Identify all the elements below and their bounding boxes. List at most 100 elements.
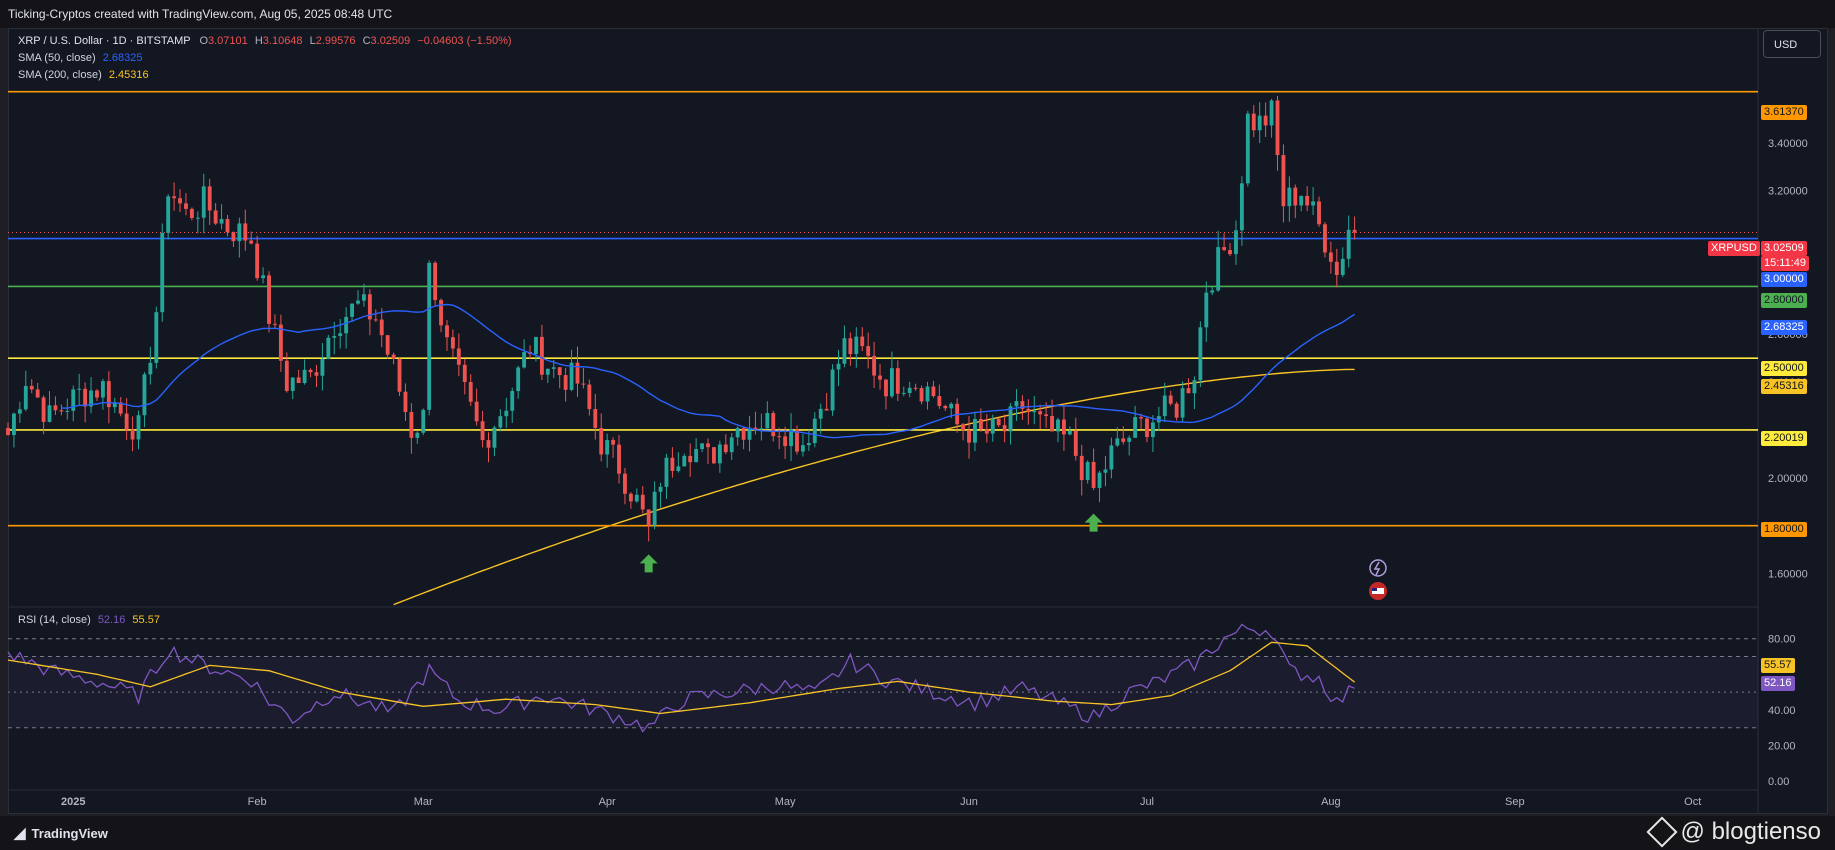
candle-body — [504, 410, 509, 417]
candle-body — [1121, 438, 1126, 442]
candle-body — [213, 210, 218, 224]
candle-body — [415, 432, 420, 438]
candle-body — [1287, 187, 1292, 207]
candle-body — [1056, 419, 1060, 432]
candles — [6, 95, 1357, 542]
header-bar: Ticking-Cryptos created with TradingView… — [0, 0, 1835, 28]
watermark-text: @ blogtienso — [1680, 818, 1821, 845]
close-label: C — [362, 35, 371, 47]
candle-body — [29, 385, 34, 390]
horizontal-levels[interactable] — [8, 90, 1758, 527]
candle-body — [961, 424, 966, 431]
time-tick-label: Jun — [960, 796, 978, 808]
candle-body — [231, 232, 236, 242]
symbol-name[interactable]: XRP / U.S. Dollar · 1D · BITSTAMP — [18, 35, 191, 47]
candle-body — [166, 196, 171, 233]
candle-body — [516, 367, 521, 392]
symbol-tag: XRPUSD — [1708, 241, 1760, 256]
event-flags[interactable] — [1369, 559, 1387, 600]
candle-body — [717, 444, 722, 464]
candle-body — [1305, 195, 1310, 206]
candle-body — [569, 362, 574, 390]
time-tick-label: Feb — [248, 796, 267, 808]
candle-body — [255, 243, 260, 279]
candle-body — [599, 427, 604, 455]
candle-body — [688, 455, 693, 463]
candle-body — [148, 362, 153, 375]
legend-sma200-row[interactable]: SMA (200, close) 2.45316 — [18, 69, 149, 81]
sma50-layer — [61, 303, 1355, 439]
candle-body — [326, 337, 331, 360]
candle-body — [362, 294, 366, 301]
candle-body — [534, 336, 538, 355]
candle-body — [990, 418, 995, 434]
rsi-pane — [7, 623, 1758, 733]
legend-rsi-row[interactable]: RSI (14, close) 52.16 55.57 — [18, 614, 160, 626]
candle-body — [142, 374, 147, 416]
candle-body — [456, 348, 461, 365]
candle-body — [350, 303, 354, 317]
time-tick-label: Aug — [1321, 796, 1341, 808]
candle-body — [278, 324, 283, 361]
candle-body — [397, 358, 402, 392]
candle-body — [949, 403, 954, 409]
candle-body — [646, 509, 651, 526]
candle-body — [735, 427, 740, 438]
candle-body — [1328, 252, 1333, 262]
candle-body — [712, 447, 716, 464]
candle-body — [474, 401, 479, 422]
sma50-line — [61, 303, 1355, 439]
candle-body — [267, 275, 271, 324]
grid — [8, 28, 1759, 814]
candle-body — [830, 369, 835, 411]
currency-button[interactable]: USD — [1763, 30, 1821, 58]
rsi-tick-label: 0.00 — [1768, 776, 1789, 788]
candle-body — [1186, 388, 1191, 394]
low-value: 2.99576 — [315, 35, 356, 47]
candle-body — [1008, 406, 1013, 432]
candle-body — [338, 333, 343, 337]
candle-body — [1311, 201, 1316, 206]
candle-body — [1281, 155, 1286, 207]
candle-body — [1139, 417, 1143, 419]
candle-body — [593, 409, 598, 428]
lightning-event-icon[interactable] — [1369, 559, 1387, 577]
rsi-ma-value: 55.57 — [132, 614, 160, 626]
candle-body — [391, 354, 396, 359]
sma200-price-label: 2.45316 — [1761, 379, 1807, 394]
candle-body — [1352, 229, 1357, 233]
candle-body — [623, 473, 627, 494]
candle-body — [1180, 388, 1185, 418]
candle-body — [842, 338, 847, 364]
price-label-1-8: 1.80000 — [1761, 522, 1807, 537]
candle-body — [71, 389, 76, 411]
legend-sma50-row[interactable]: SMA (50, close) 2.68325 — [18, 52, 142, 64]
candle-body — [1133, 417, 1138, 438]
candle-body — [1097, 472, 1102, 488]
candle-body — [178, 198, 182, 204]
candle-body — [563, 375, 568, 390]
candle-body — [800, 445, 805, 452]
rsi-tick-label: 80.00 — [1768, 634, 1796, 646]
rsi-tick-label: 40.00 — [1768, 705, 1796, 717]
tradingview-logo[interactable]: ◢ TradingView — [14, 824, 108, 842]
candle-body — [201, 186, 206, 218]
candle-body — [1317, 201, 1321, 225]
candle-body — [219, 219, 224, 224]
candle-body — [41, 397, 46, 422]
candle-body — [23, 385, 28, 410]
candle-body — [403, 391, 408, 413]
candle-body — [486, 440, 491, 448]
candle-body — [640, 494, 645, 510]
candle-body — [77, 388, 82, 390]
candle-body — [996, 418, 1001, 426]
price-tick-label: 2.00000 — [1768, 473, 1808, 485]
candle-body — [1334, 261, 1339, 275]
candle-body — [628, 493, 633, 502]
last-price-label: 3.02509 — [1761, 241, 1807, 256]
candle-body — [931, 386, 936, 397]
candle-body — [1228, 250, 1232, 255]
open-value: 3.07101 — [208, 35, 248, 47]
header-title: Ticking-Cryptos created with TradingView… — [8, 7, 393, 21]
